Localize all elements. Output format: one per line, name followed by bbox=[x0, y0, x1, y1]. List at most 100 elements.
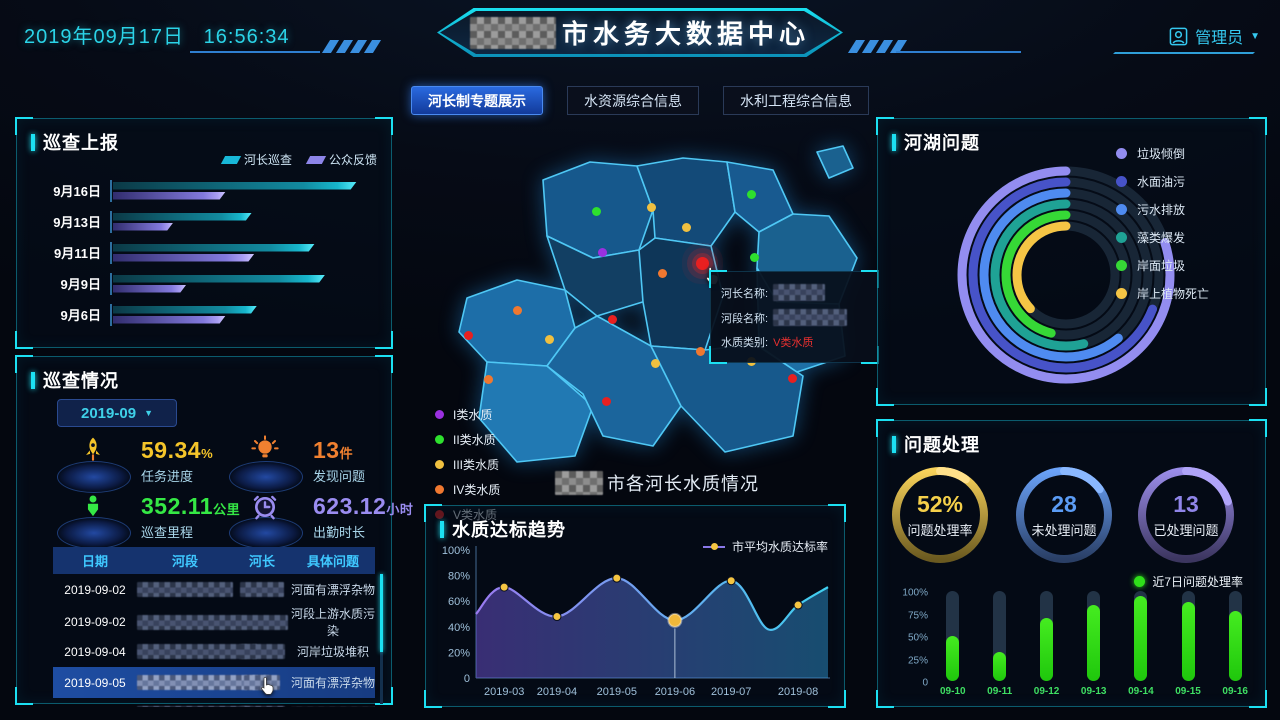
category-label: 9月6日 bbox=[60, 308, 101, 323]
x-tick-label: 09-13 bbox=[1080, 686, 1107, 697]
table-row[interactable]: 2019-09-02 河段上游水质污染 bbox=[53, 605, 375, 638]
cell-date: 2019-09-04 bbox=[64, 644, 126, 659]
svg-text:2019-06: 2019-06 bbox=[655, 686, 695, 698]
bar-fill bbox=[1181, 601, 1195, 681]
map-point-III[interactable] bbox=[682, 223, 692, 233]
bar-public-feedback bbox=[113, 254, 254, 262]
table-row[interactable]: 2019-09-04 河岸垃圾堆积 bbox=[53, 636, 375, 667]
time-text: 16:56:34 bbox=[203, 26, 290, 48]
map-point-I[interactable] bbox=[598, 247, 608, 257]
map-point-IV[interactable] bbox=[484, 375, 494, 385]
river-issues-radial-chart bbox=[878, 147, 1265, 402]
bar-public-feedback bbox=[113, 223, 173, 231]
map-tooltip: 河长名称: 河段名称: 水质类别: V类水质 bbox=[709, 270, 879, 364]
map-point-II[interactable] bbox=[747, 189, 757, 199]
map-point-II[interactable] bbox=[749, 252, 759, 262]
decor-line-right bbox=[896, 51, 1021, 53]
map-point-V[interactable] bbox=[695, 257, 709, 271]
map-point-IV[interactable] bbox=[658, 269, 668, 279]
issue-legend-item[interactable]: 水面油污 bbox=[1116, 173, 1209, 190]
x-tick-label: 09-16 bbox=[1222, 686, 1248, 697]
cell-problem bbox=[291, 706, 375, 707]
legend-label: III类水质 bbox=[453, 458, 500, 472]
daily-bar: 09-12 bbox=[1034, 591, 1059, 697]
map-point-V[interactable] bbox=[464, 330, 474, 340]
bar-track bbox=[1228, 591, 1242, 681]
map-caption: 市各河长水质情况 bbox=[555, 470, 759, 496]
censored-reach-name bbox=[773, 309, 848, 326]
patrol-report-legend: 河长巡查 公众反馈 bbox=[220, 151, 377, 168]
river-issues-legend: 垃圾倾倒水面油污污水排放藻类爆发岸面垃圾岸上植物死亡 bbox=[1116, 145, 1209, 302]
issue-legend-item[interactable]: 藻类爆发 bbox=[1116, 229, 1209, 246]
bar-fill bbox=[946, 636, 960, 681]
table-row[interactable]: 2019-09-05 河面有漂浮杂物 bbox=[53, 667, 375, 698]
x-tick-label: 09-11 bbox=[987, 686, 1013, 697]
bar-fill bbox=[1040, 618, 1054, 681]
legend-dot bbox=[1116, 288, 1127, 299]
issue-legend-item[interactable]: 污水排放 bbox=[1116, 201, 1209, 218]
censored-reach bbox=[137, 675, 271, 691]
legend-item-public-feedback[interactable]: 公众反馈 bbox=[305, 151, 377, 168]
legend-item-III[interactable]: III类水质 bbox=[435, 456, 500, 473]
legend-dot bbox=[1116, 260, 1127, 271]
cell-problem: 河段上游水质污染 bbox=[291, 607, 375, 638]
chevron-down-icon: ▼ bbox=[144, 408, 153, 418]
map-point-V[interactable] bbox=[607, 315, 617, 325]
map-point-III[interactable] bbox=[545, 334, 555, 344]
y-tick-label: 100% bbox=[902, 587, 928, 599]
svg-text:2019-07: 2019-07 bbox=[711, 686, 751, 698]
issue-legend-item[interactable]: 岸上植物死亡 bbox=[1116, 285, 1209, 302]
map-point-III[interactable] bbox=[651, 358, 661, 368]
legend-marker bbox=[702, 543, 725, 550]
svg-text:80%: 80% bbox=[448, 571, 470, 583]
bar-track bbox=[1087, 591, 1101, 681]
censored-reach bbox=[137, 644, 257, 660]
patrol-report-bar-chart: 9月16日 9月13日 9月11日 9月9日 9月6日 bbox=[31, 175, 379, 333]
legend-item-IV[interactable]: IV类水质 bbox=[435, 481, 500, 498]
seven-day-legend[interactable]: 近7日问题处理率 bbox=[1134, 573, 1243, 590]
map-point-II[interactable] bbox=[591, 206, 601, 216]
month-dropdown[interactable]: 2019-09 ▼ bbox=[57, 399, 177, 427]
censored-reach bbox=[137, 614, 241, 630]
user-menu[interactable]: 管理员 ▼ bbox=[1169, 24, 1260, 48]
legend-label: 水面油污 bbox=[1137, 175, 1186, 189]
table-row[interactable]: 2019-09-02 河面有漂浮杂物 bbox=[53, 574, 375, 605]
bar-public-feedback bbox=[113, 285, 186, 293]
censored-reach bbox=[137, 582, 233, 598]
issue-legend-item[interactable]: 垃圾倾倒 bbox=[1116, 145, 1209, 162]
stat-patrol-mileage: 352.11公里 巡查里程 bbox=[57, 491, 240, 549]
map-point-IV[interactable] bbox=[513, 306, 523, 316]
tab-river-chief[interactable]: 河长制专题展示 bbox=[411, 86, 543, 115]
cell-problem: 河岸垃圾堆积 bbox=[296, 645, 369, 659]
svg-text:2019-08: 2019-08 bbox=[778, 686, 818, 698]
table-scrollbar[interactable] bbox=[380, 574, 383, 704]
map-point-V[interactable] bbox=[602, 397, 612, 407]
cell-date: 2019-09-02 bbox=[64, 582, 126, 597]
patrol-bar-row: 9月9日 bbox=[31, 268, 379, 299]
map-point-IV[interactable] bbox=[696, 346, 705, 356]
legend-dot bbox=[1116, 148, 1127, 159]
datetime: 2019年09月17日 16:56:34 bbox=[24, 20, 290, 49]
tab-water-resources[interactable]: 水资源综合信息 bbox=[567, 86, 699, 115]
legend-item-riverchief-patrol[interactable]: 河长巡查 bbox=[220, 151, 292, 168]
map-point-III[interactable] bbox=[647, 202, 657, 212]
tooltip-water-class: V类水质 bbox=[773, 337, 814, 349]
bulb-icon bbox=[251, 435, 279, 458]
cell-date: 2019-09-02 bbox=[64, 615, 126, 629]
map-point-V[interactable] bbox=[788, 373, 798, 383]
tab-water-projects[interactable]: 水利工程综合信息 bbox=[723, 86, 869, 115]
stat-found-problems: 13件 发现问题 bbox=[229, 435, 409, 493]
bar-riverchief-patrol bbox=[113, 306, 257, 314]
panel-trend: 水质达标趋势 市平均水质达标率 0 20% 40% 60% 80% 100% 2019-03… bbox=[424, 504, 846, 708]
panel-title-trend: 水质达标趋势 bbox=[440, 516, 566, 542]
clock-icon bbox=[253, 495, 277, 520]
trend-legend[interactable]: 市平均水质达标率 bbox=[702, 538, 828, 555]
table-row[interactable]: 2019-09-05 bbox=[53, 698, 375, 707]
legend-item-II[interactable]: II类水质 bbox=[435, 431, 500, 448]
legend-item-I[interactable]: I类水质 bbox=[435, 406, 500, 423]
issue-legend-item[interactable]: 岸面垃圾 bbox=[1116, 257, 1209, 274]
bar-public-feedback bbox=[113, 192, 226, 200]
legend-label: 污水排放 bbox=[1137, 203, 1186, 217]
daily-bar: 09-16 bbox=[1222, 591, 1248, 697]
bar-riverchief-patrol bbox=[113, 182, 357, 190]
